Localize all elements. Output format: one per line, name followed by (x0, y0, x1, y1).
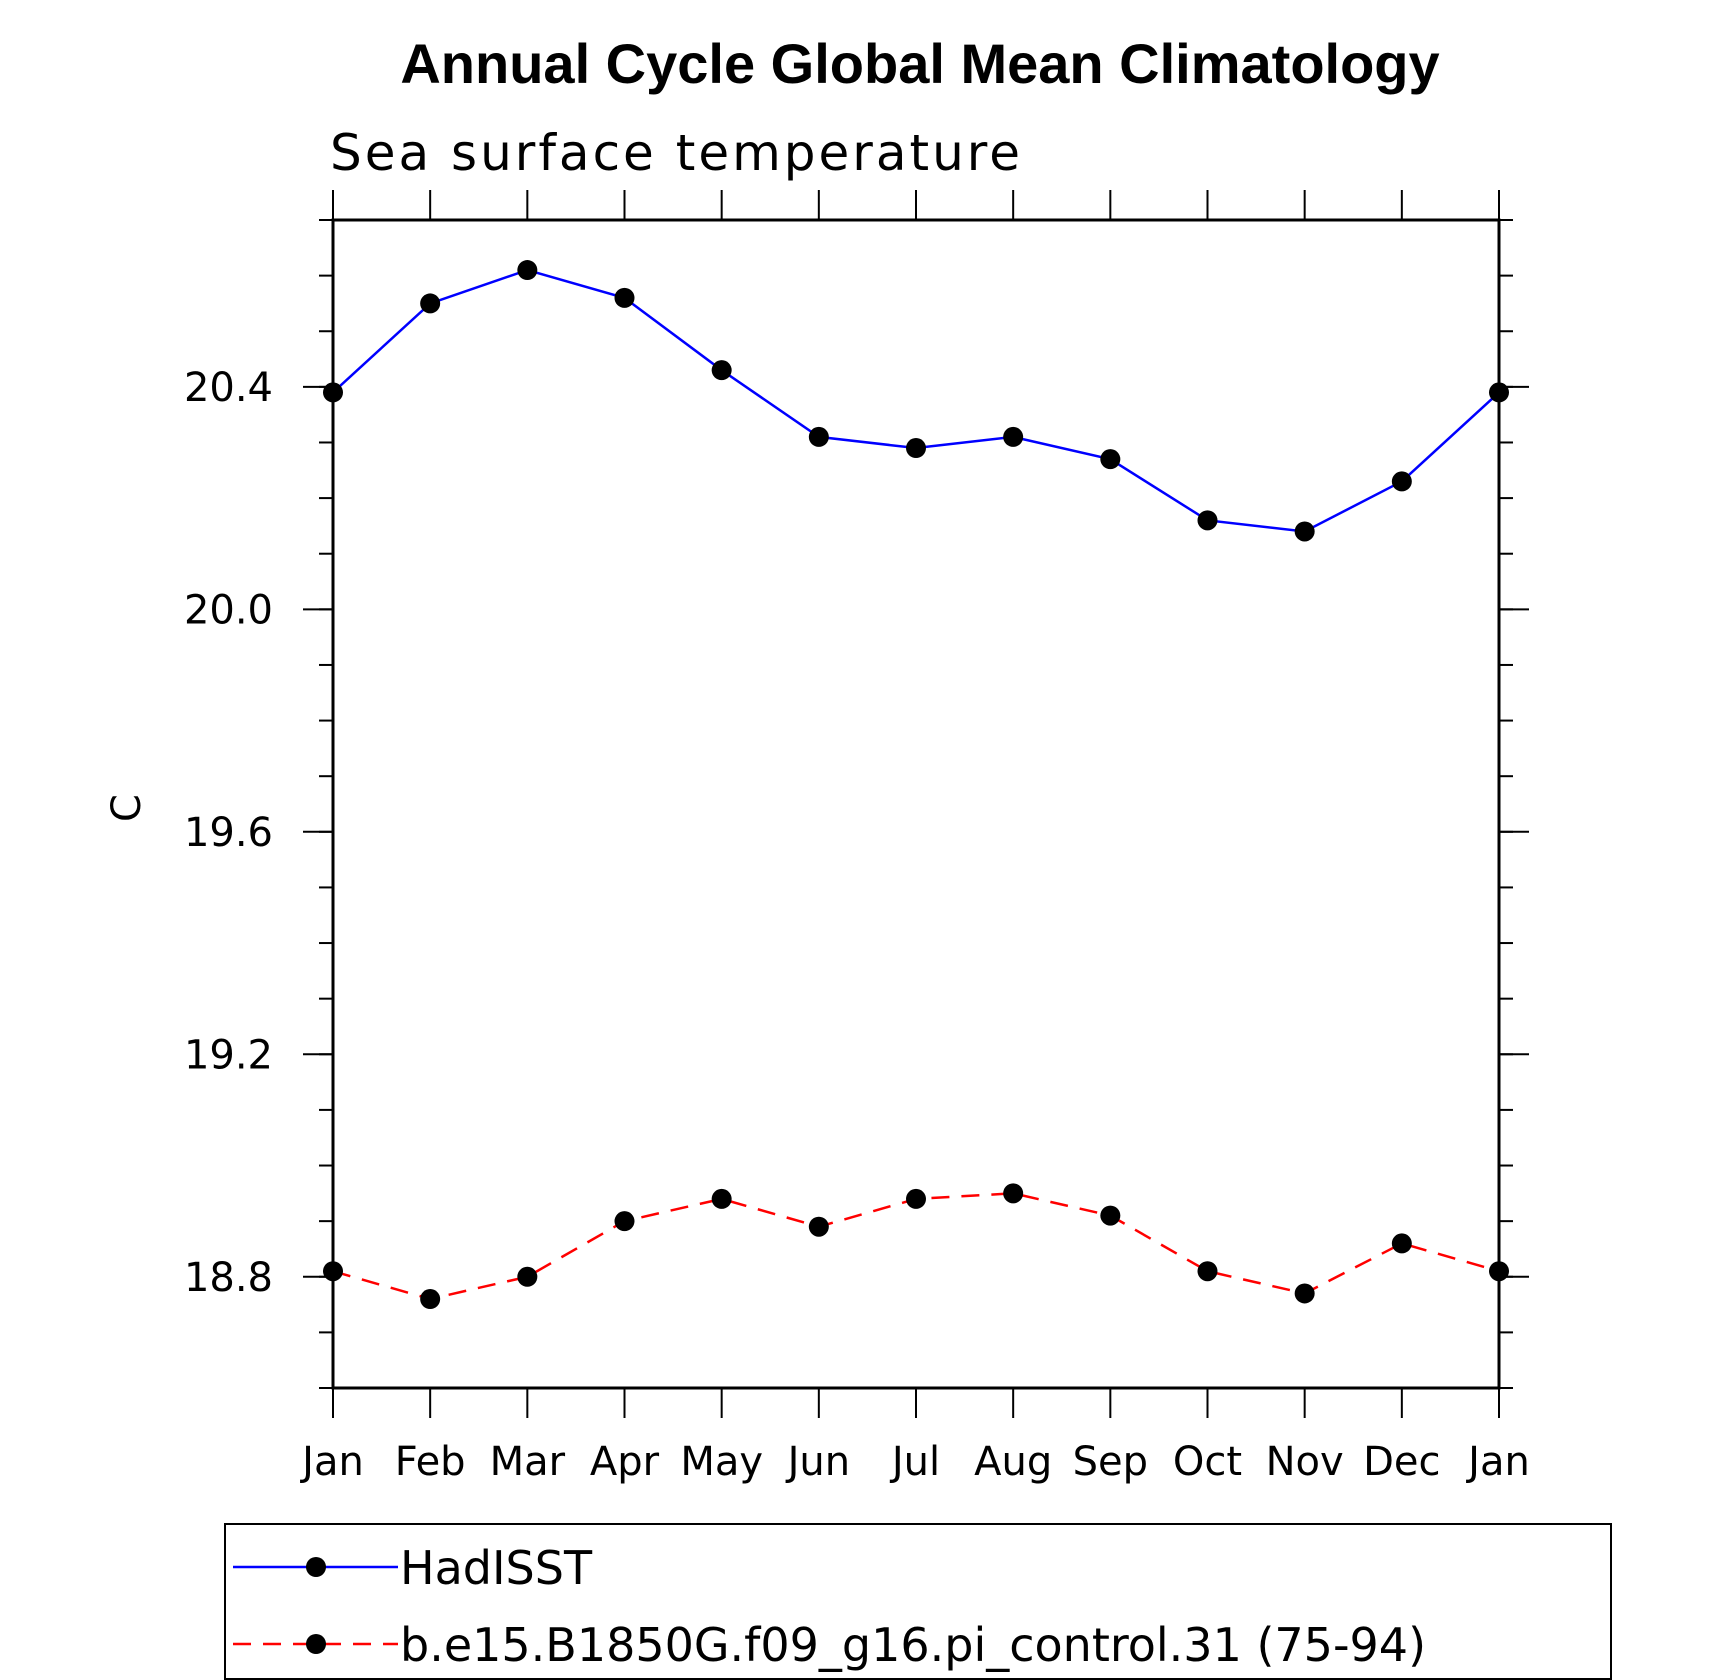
data-point (1197, 510, 1218, 531)
legend-marker (306, 1634, 326, 1654)
data-point (1100, 1205, 1121, 1226)
chart-subtitle: Sea surface temperature (330, 124, 1023, 182)
legend-item-2: b.e15.B1850G.f09_g16.pi_control.31 (75-9… (233, 1618, 1426, 1672)
data-point (1489, 1261, 1509, 1282)
legend-marker (306, 1557, 326, 1577)
data-point (1391, 471, 1412, 492)
data-point (1489, 382, 1509, 403)
legend-box (224, 1523, 1612, 1680)
x-tick-label: Apr (590, 1439, 660, 1485)
y-axis-label: C (104, 794, 150, 822)
data-point (1197, 1261, 1218, 1282)
x-tick-label: Jul (889, 1439, 940, 1485)
legend-label: b.e15.B1850G.f09_g16.pi_control.31 (75-9… (400, 1618, 1426, 1672)
data-point (1391, 1233, 1412, 1254)
y-tick-label: 19.2 (184, 1032, 273, 1078)
series-2 (323, 1183, 1509, 1310)
y-tick-label: 18.8 (184, 1255, 273, 1301)
x-tick-label: Feb (395, 1439, 466, 1485)
x-tick-label: Dec (1363, 1439, 1440, 1485)
data-point (517, 260, 538, 281)
data-point (1294, 521, 1315, 542)
data-point (711, 360, 732, 381)
plot-series (323, 260, 1509, 1310)
x-tick-label: Sep (1073, 1439, 1148, 1485)
data-point (906, 438, 926, 459)
data-point (1003, 1183, 1024, 1204)
data-point (323, 382, 343, 403)
data-point (323, 1261, 343, 1282)
data-point (808, 426, 829, 447)
legend-item-1: HadISST (233, 1541, 593, 1595)
x-tick-label: May (680, 1439, 763, 1485)
y-tick-label: 19.6 (184, 810, 273, 856)
data-point (1003, 426, 1024, 447)
plot-axes: Jan Feb Mar Apr May Jun Jul Aug Sep Oct Nov Dec Jan 1… (184, 190, 1530, 1485)
legend-label: HadISST (400, 1541, 593, 1595)
data-point (614, 287, 635, 308)
data-point (906, 1188, 926, 1209)
data-point (711, 1188, 732, 1209)
series-line (332, 268, 1500, 533)
x-tick-label: Jun (785, 1439, 851, 1485)
legend: HadISST b.e15.B1850G.f09_g16.pi_control.3… (224, 1523, 1612, 1680)
data-point (517, 1266, 538, 1287)
data-point (614, 1211, 635, 1232)
x-tick-label: Jan (1465, 1439, 1530, 1485)
x-tick-label: Nov (1266, 1439, 1344, 1485)
y-tick-label: 20.0 (184, 587, 273, 633)
data-point (420, 1289, 441, 1310)
data-point (1294, 1283, 1315, 1304)
x-tick-label: Jan (299, 1439, 364, 1485)
series-line (332, 1192, 1500, 1301)
data-point (420, 293, 441, 314)
x-tick-label: Aug (974, 1439, 1052, 1485)
chart-title: Annual Cycle Global Mean Climatology (400, 32, 1439, 95)
plot-frame (331, 218, 1501, 1390)
y-tick-label: 20.4 (184, 365, 273, 411)
x-tick-label: Oct (1173, 1439, 1242, 1485)
data-point (808, 1216, 829, 1237)
x-tick-label: Mar (490, 1439, 566, 1485)
series-1 (323, 260, 1509, 542)
data-point (1100, 449, 1121, 470)
